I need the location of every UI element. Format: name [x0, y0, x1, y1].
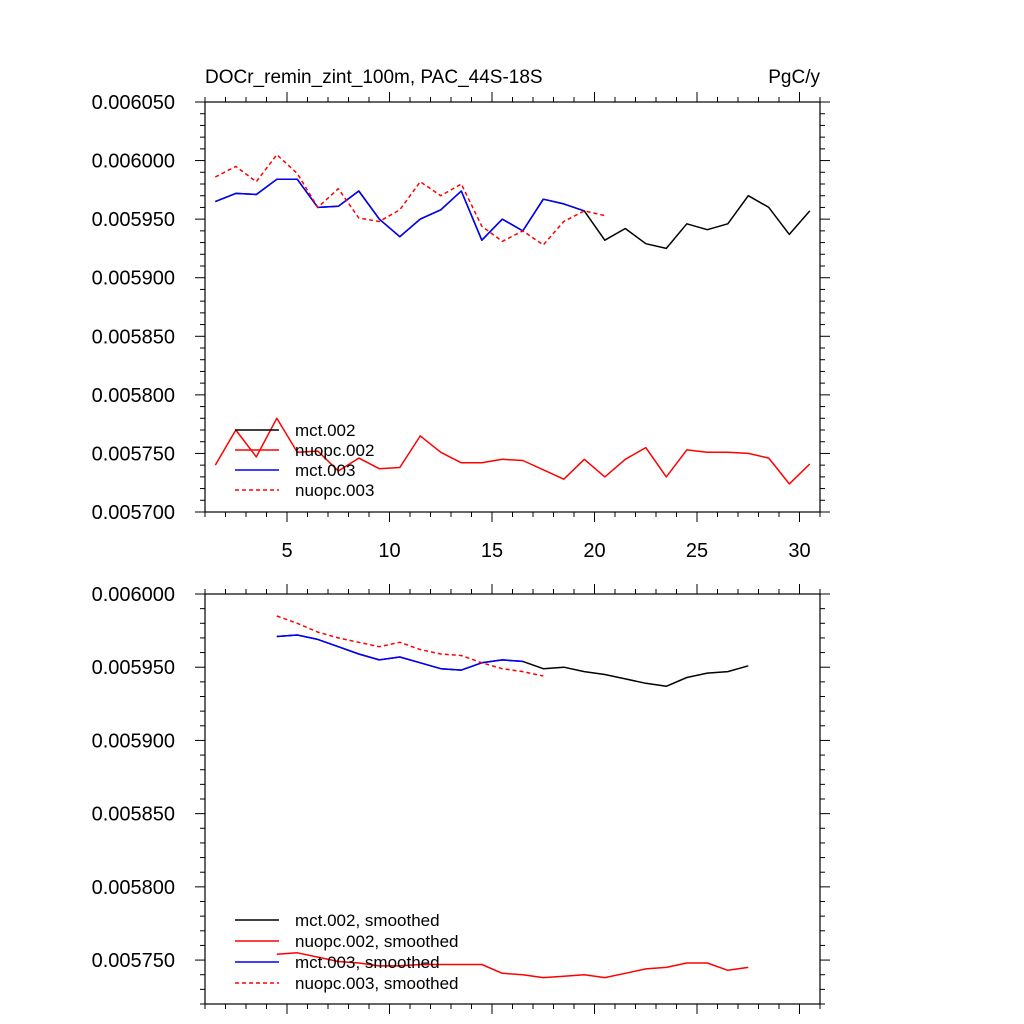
legend-label: nuopc.003 [295, 481, 374, 500]
y-tick-label: 0.005900 [92, 730, 175, 752]
x-tick-label: 30 [788, 540, 810, 562]
y-tick-label: 0.005800 [92, 877, 175, 899]
chart-title: DOCr_remin_zint_100m, PAC_44S-18S [205, 67, 543, 88]
x-tick-label: 25 [686, 540, 708, 562]
y-tick-label: 0.005850 [92, 804, 175, 826]
x-tick-label: 5 [281, 540, 292, 562]
series-line-nuopc-002 [214, 417, 811, 485]
y-tick-label: 0.005800 [92, 385, 175, 407]
chart-units: PgC/y [768, 67, 820, 88]
y-tick-label: 0.006000 [92, 584, 175, 606]
y-tick-label: 0.005750 [92, 950, 175, 972]
series-line-mct-003-smoothed [276, 634, 523, 671]
top-panel: 0.005700 0.005750 0.005800 0.005850 0.005900… [92, 67, 830, 562]
series-line-nuopc-003-smoothed [276, 615, 544, 677]
y-tick-label: 0.005700 [92, 502, 175, 524]
y-tick-label: 0.005850 [92, 326, 175, 348]
x-tick-label: 10 [378, 540, 400, 562]
y-tick-label: 0.005750 [92, 443, 175, 465]
legend-label: mct.002 [295, 421, 355, 440]
y-tick-label: 0.005950 [92, 657, 175, 679]
y-tick-label: 0.005900 [92, 268, 175, 290]
y-tick-label: 0.006050 [92, 92, 175, 114]
bottom-panel: 0.005750 0.005800 0.005850 0.005900 0.005950… [92, 584, 830, 1014]
legend-label: mct.003 [295, 461, 355, 480]
x-tick-label: 20 [583, 540, 605, 562]
legend-label: nuopc.003, smoothed [295, 974, 459, 993]
y-tick-label: 0.006000 [92, 151, 175, 173]
x-tick-label: 15 [481, 540, 503, 562]
legend-label: mct.002, smoothed [295, 911, 440, 930]
y-tick-label: 0.005950 [92, 209, 175, 231]
series-line-nuopc-002-smoothed [276, 952, 749, 979]
series-line-mct-003 [215, 178, 585, 241]
legend-label: nuopc.002, smoothed [295, 932, 459, 951]
legend-label: nuopc.002 [295, 441, 374, 460]
legend-label: mct.003, smoothed [295, 953, 440, 972]
series-line-nuopc-003 [214, 153, 605, 246]
